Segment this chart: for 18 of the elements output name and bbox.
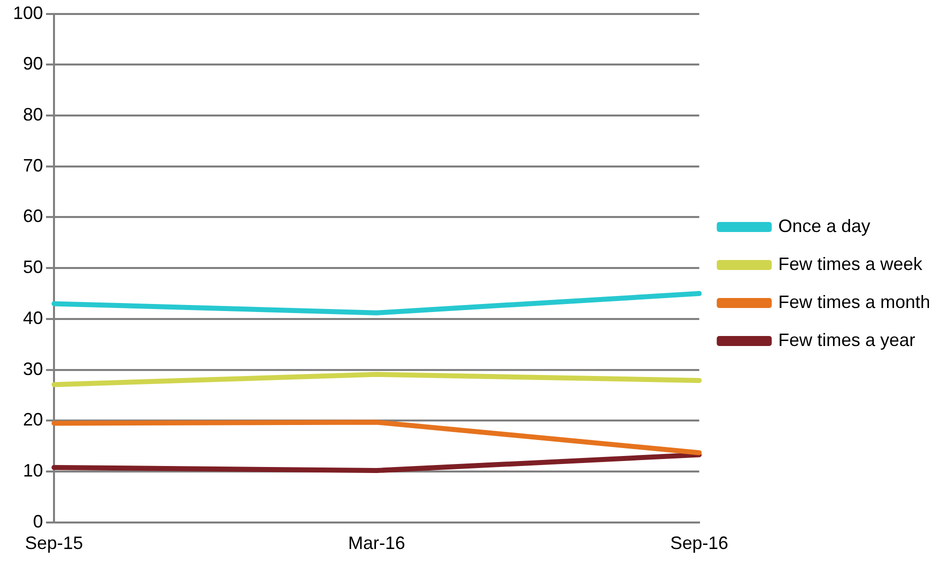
y-tick-label: 40 — [23, 308, 44, 328]
y-tick-label: 80 — [23, 104, 44, 124]
y-tick-label: 0 — [33, 511, 44, 532]
legend-label: Once a day — [778, 216, 870, 236]
x-tick-label: Mar-16 — [348, 533, 406, 554]
y-tick-label: 10 — [23, 460, 44, 481]
y-tick-label: 100 — [12, 2, 44, 23]
x-tick-label: Sep-15 — [25, 533, 84, 554]
y-tick-label: 20 — [23, 410, 44, 430]
y-tick-label: 70 — [23, 155, 44, 176]
y-tick-label: 90 — [23, 54, 44, 74]
x-tick-label: Sep-16 — [670, 533, 728, 554]
y-tick-label: 30 — [23, 358, 44, 379]
y-tick-label: 60 — [23, 206, 44, 226]
y-tick-label: 50 — [23, 257, 44, 278]
legend-label: Few times a week — [778, 254, 924, 274]
legend-label: Few times a month — [778, 292, 930, 312]
legend-label: Few times a year — [778, 330, 916, 350]
